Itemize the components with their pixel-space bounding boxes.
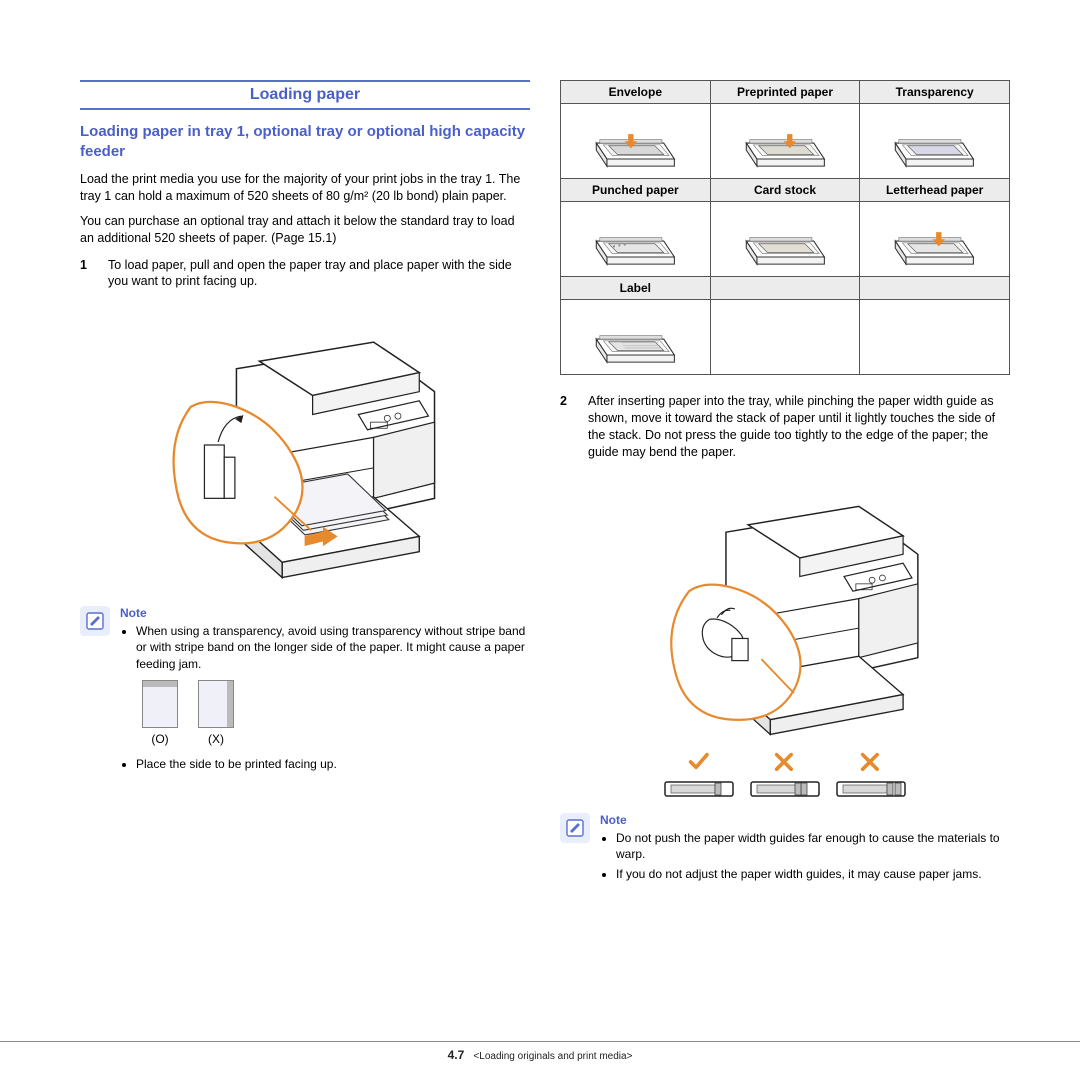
cell-envelope: [561, 104, 711, 179]
note-bullet-1: When using a transparency, avoid using t…: [136, 623, 530, 672]
th-empty-2: [860, 277, 1010, 300]
guide-wrong-1: [749, 751, 821, 803]
cell-transparency: [860, 104, 1010, 179]
note-title: Note: [120, 606, 530, 620]
th-envelope: Envelope: [561, 81, 711, 104]
cell-empty-2: [860, 300, 1010, 375]
guide-wrong-2: [835, 751, 907, 803]
transparency-wrong: [198, 680, 234, 728]
paragraph-2: You can purchase an optional tray and at…: [80, 213, 530, 247]
cell-cardstock: [710, 202, 860, 277]
illustration-width-guide: [630, 471, 940, 741]
cell-punched: [561, 202, 711, 277]
th-transparency: Transparency: [860, 81, 1010, 104]
th-empty-1: [710, 277, 860, 300]
media-type-table: Envelope Preprinted paper Transparency P…: [560, 80, 1010, 375]
note-2-title: Note: [600, 813, 1010, 827]
subsection-title: Loading paper in tray 1, optional tray o…: [80, 122, 530, 161]
th-letterhead: Letterhead paper: [860, 179, 1010, 202]
note-block-1: Note When using a transparency, avoid us…: [80, 606, 530, 776]
guide-correct: [663, 751, 735, 803]
note-icon: [80, 606, 110, 636]
cell-label: [561, 300, 711, 375]
note-bullet-2: Place the side to be printed facing up.: [136, 756, 530, 772]
step-2-number: 2: [560, 393, 574, 461]
th-label: Label: [561, 277, 711, 300]
cell-letterhead: [860, 202, 1010, 277]
page-number: 4.7: [448, 1048, 465, 1062]
guide-examples: [560, 751, 1010, 803]
page-footer: 4.7 <Loading originals and print media>: [0, 1041, 1080, 1062]
cell-empty-1: [710, 300, 860, 375]
section-title: Loading paper: [80, 80, 530, 110]
step-1-text: To load paper, pull and open the paper t…: [108, 257, 530, 291]
step-2-text: After inserting paper into the tray, whi…: [588, 393, 1010, 461]
th-preprinted: Preprinted paper: [710, 81, 860, 104]
ox-x-label: (X): [198, 732, 234, 746]
ox-o-label: (O): [142, 732, 178, 746]
step-1-number: 1: [80, 257, 94, 291]
illustration-load-paper: [145, 300, 465, 590]
note-icon: [560, 813, 590, 843]
note-2-bullet-2: If you do not adjust the paper width gui…: [616, 866, 1010, 882]
transparency-correct: [142, 680, 178, 728]
step-2: 2 After inserting paper into the tray, w…: [560, 393, 1010, 461]
step-1: 1 To load paper, pull and open the paper…: [80, 257, 530, 291]
note-2-bullet-1: Do not push the paper width guides far e…: [616, 830, 1010, 862]
th-cardstock: Card stock: [710, 179, 860, 202]
cell-preprinted: [710, 104, 860, 179]
chapter-label: <Loading originals and print media>: [473, 1051, 632, 1062]
paragraph-1: Load the print media you use for the maj…: [80, 171, 530, 205]
transparency-examples: (O) (X): [142, 680, 530, 746]
note-block-2: Note Do not push the paper width guides …: [560, 813, 1010, 887]
th-punched: Punched paper: [561, 179, 711, 202]
